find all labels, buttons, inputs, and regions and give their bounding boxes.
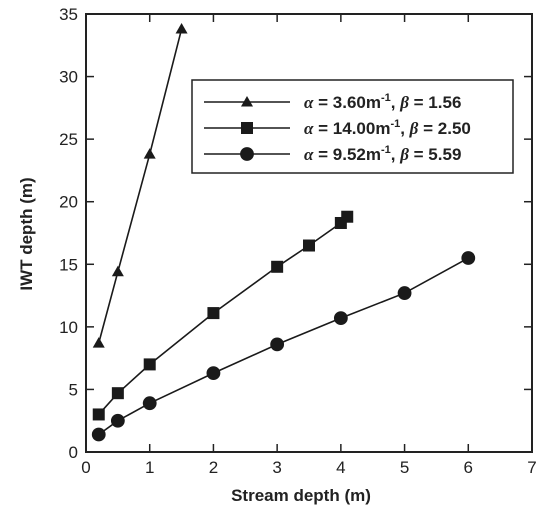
data-point bbox=[271, 260, 284, 273]
data-point bbox=[341, 210, 354, 223]
legend-entry: α = 14.00m-1, β = 2.50 bbox=[204, 118, 471, 138]
data-point bbox=[110, 413, 125, 428]
data-point bbox=[206, 366, 221, 381]
x-tick-label: 5 bbox=[400, 458, 409, 477]
data-point bbox=[207, 307, 220, 320]
beta-symbol: β bbox=[399, 145, 409, 164]
series-group bbox=[91, 23, 476, 442]
x-tick-label: 0 bbox=[81, 458, 90, 477]
series-line bbox=[97, 28, 183, 344]
separator: , bbox=[391, 145, 400, 164]
plot-frame bbox=[85, 13, 533, 453]
y-tick-label: 10 bbox=[59, 318, 78, 337]
x-tick-label: 1 bbox=[145, 458, 154, 477]
legend-entry: α = 9.52m-1, β = 5.59 bbox=[204, 144, 461, 164]
alpha-value: = 14.00m bbox=[313, 119, 390, 138]
legend: α = 3.60m-1, β = 1.56α = 14.00m-1, β = 2… bbox=[191, 79, 514, 174]
separator: , bbox=[391, 93, 400, 112]
x-tick-label: 2 bbox=[209, 458, 218, 477]
beta-value: = 5.59 bbox=[409, 145, 461, 164]
legend-marker bbox=[241, 96, 253, 107]
data-point bbox=[397, 286, 412, 300]
legend-label: α = 14.00m-1, β = 2.50 bbox=[304, 118, 471, 138]
data-point bbox=[303, 239, 315, 252]
series-triangle bbox=[92, 23, 188, 348]
series-circle bbox=[91, 251, 476, 442]
data-point bbox=[270, 337, 285, 352]
alpha-value: = 3.60m bbox=[313, 93, 381, 112]
y-tick-label: 30 bbox=[59, 68, 78, 87]
data-point bbox=[91, 427, 106, 442]
data-point bbox=[142, 396, 157, 411]
x-tick-label: 7 bbox=[527, 458, 536, 477]
legend-entry: α = 3.60m-1, β = 1.56 bbox=[204, 92, 461, 112]
x-tick-label: 4 bbox=[336, 458, 345, 477]
data-point bbox=[461, 251, 476, 265]
x-tick-label: 3 bbox=[272, 458, 281, 477]
beta-value: = 2.50 bbox=[418, 119, 470, 138]
superscript: -1 bbox=[390, 118, 400, 130]
data-point bbox=[111, 265, 124, 277]
y-tick-label: 0 bbox=[69, 443, 78, 462]
axes bbox=[85, 13, 533, 453]
y-tick-label: 15 bbox=[59, 255, 78, 274]
y-tick-label: 20 bbox=[59, 193, 78, 212]
alpha-symbol: α bbox=[304, 145, 314, 164]
data-point bbox=[143, 358, 156, 371]
alpha-symbol: α bbox=[304, 119, 314, 138]
y-tick-label: 25 bbox=[59, 130, 78, 149]
legend-label: α = 3.60m-1, β = 1.56 bbox=[304, 92, 461, 112]
legend-marker bbox=[240, 147, 254, 161]
data-point bbox=[111, 387, 124, 400]
data-point bbox=[92, 408, 105, 421]
legend-marker bbox=[241, 122, 253, 134]
x-axis-label: Stream depth (m) bbox=[231, 486, 371, 505]
data-point bbox=[333, 311, 348, 325]
beta-value: = 1.56 bbox=[409, 93, 461, 112]
y-tick-label: 35 bbox=[59, 5, 78, 24]
separator: , bbox=[400, 119, 409, 138]
y-axis-label: IWT depth (m) bbox=[17, 177, 36, 290]
y-tick-label: 5 bbox=[69, 380, 78, 399]
beta-symbol: β bbox=[399, 93, 409, 112]
data-point bbox=[92, 337, 105, 348]
legend-label: α = 9.52m-1, β = 5.59 bbox=[304, 144, 461, 164]
data-point bbox=[175, 23, 188, 34]
ticks: 0 1 2 3 4 5 6 7 0 5 10 15 20 25 30 35 bbox=[59, 5, 537, 477]
beta-symbol: β bbox=[409, 119, 419, 138]
superscript: -1 bbox=[381, 92, 391, 104]
alpha-value: = 9.52m bbox=[313, 145, 381, 164]
x-tick-label: 6 bbox=[464, 458, 473, 477]
data-point bbox=[143, 148, 156, 159]
superscript: -1 bbox=[381, 144, 391, 156]
alpha-symbol: α bbox=[304, 93, 314, 112]
series-square bbox=[92, 210, 354, 421]
